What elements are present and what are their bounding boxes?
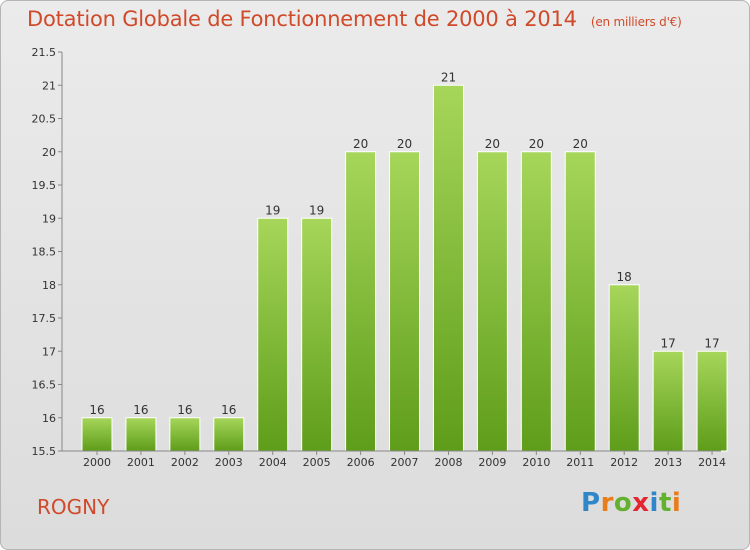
x-tick-label: 2013: [654, 456, 682, 469]
x-tick-label: 2008: [434, 456, 462, 469]
logo-letter: t: [658, 488, 672, 518]
y-axis: 15.5 16 16.5 17 17.5 18 18.5 19 19.5 20 20.5 21 21.5: [32, 46, 63, 458]
logo-letter: P: [581, 488, 601, 518]
data-label: 18: [617, 270, 632, 284]
data-label: 20: [485, 137, 500, 151]
y-tick-label: 19: [42, 212, 56, 225]
data-label: 17: [660, 336, 675, 350]
y-tick-label: 21: [42, 79, 56, 92]
data-label: 16: [177, 403, 192, 417]
bar: [389, 151, 421, 452]
x-tick-label: 2001: [127, 456, 155, 469]
y-tick-label: 17: [42, 345, 56, 358]
y-tick-label: 16.5: [32, 379, 57, 392]
bar: [169, 417, 201, 452]
bar: [608, 284, 640, 452]
bar: [301, 217, 333, 452]
data-label: 21: [441, 70, 456, 84]
data-label: 20: [353, 137, 368, 151]
y-tick-label: 16: [42, 412, 56, 425]
x-tick-label: 2007: [391, 456, 419, 469]
x-axis: 2000 2001 2002 2003 2004 2005 2006 2007 2008 2009…: [62, 450, 726, 469]
y-tick-label: 19.5: [32, 179, 57, 192]
x-tick-label: 2004: [259, 456, 287, 469]
x-tick-label: 2009: [478, 456, 506, 469]
bar: [564, 151, 596, 452]
bar: [257, 217, 289, 452]
data-label: 16: [221, 403, 236, 417]
proxiti-logo: Proxiti: [581, 488, 681, 518]
chart-title-text: Dotation Globale de Fonctionnement de 20…: [27, 7, 577, 31]
chart-subtitle: (en milliers d'€): [590, 15, 682, 29]
bar: [476, 151, 508, 452]
bar: [696, 350, 728, 452]
data-label: 19: [265, 203, 280, 217]
bar: [520, 151, 552, 452]
x-tick-label: 2005: [303, 456, 331, 469]
data-label: 20: [529, 137, 544, 151]
data-label: 17: [704, 336, 719, 350]
x-tick-label: 2006: [347, 456, 375, 469]
bars: 16 16 16 16 19 19 20 20 21 20 20 20 18 17 17: [81, 70, 728, 452]
x-tick-label: 2003: [215, 456, 243, 469]
y-tick-label: 18: [42, 279, 56, 292]
y-tick-label: 20.5: [32, 113, 57, 126]
x-tick-label: 2014: [698, 456, 726, 469]
chart-title: Dotation Globale de Fonctionnement de 20…: [27, 7, 682, 31]
y-tick-label: 18.5: [32, 246, 57, 259]
data-label: 20: [397, 137, 412, 151]
y-tick-label: 20: [42, 146, 56, 159]
y-tick-label: 21.5: [32, 46, 57, 59]
bar: [213, 417, 245, 452]
logo-letter: o: [613, 488, 633, 518]
data-label: 20: [573, 137, 588, 151]
data-label: 19: [309, 203, 324, 217]
x-tick-label: 2011: [566, 456, 594, 469]
location-name: ROGNY: [37, 495, 110, 519]
logo-letter: r: [600, 488, 614, 518]
data-label: 16: [89, 403, 104, 417]
bar: [432, 84, 464, 452]
x-tick-label: 2002: [171, 456, 199, 469]
logo-letter: i: [671, 488, 682, 518]
y-tick-label: 15.5: [32, 445, 57, 458]
x-tick-label: 2012: [610, 456, 638, 469]
y-tick-label: 17.5: [32, 312, 57, 325]
bar: [125, 417, 157, 452]
x-tick-label: 2000: [83, 456, 111, 469]
bar: [652, 350, 684, 452]
x-tick-label: 2010: [522, 456, 550, 469]
bar: [81, 417, 113, 452]
bar: [345, 151, 377, 452]
logo-letter: i: [649, 488, 659, 518]
logo-letter: x: [632, 488, 650, 518]
data-label: 16: [133, 403, 148, 417]
